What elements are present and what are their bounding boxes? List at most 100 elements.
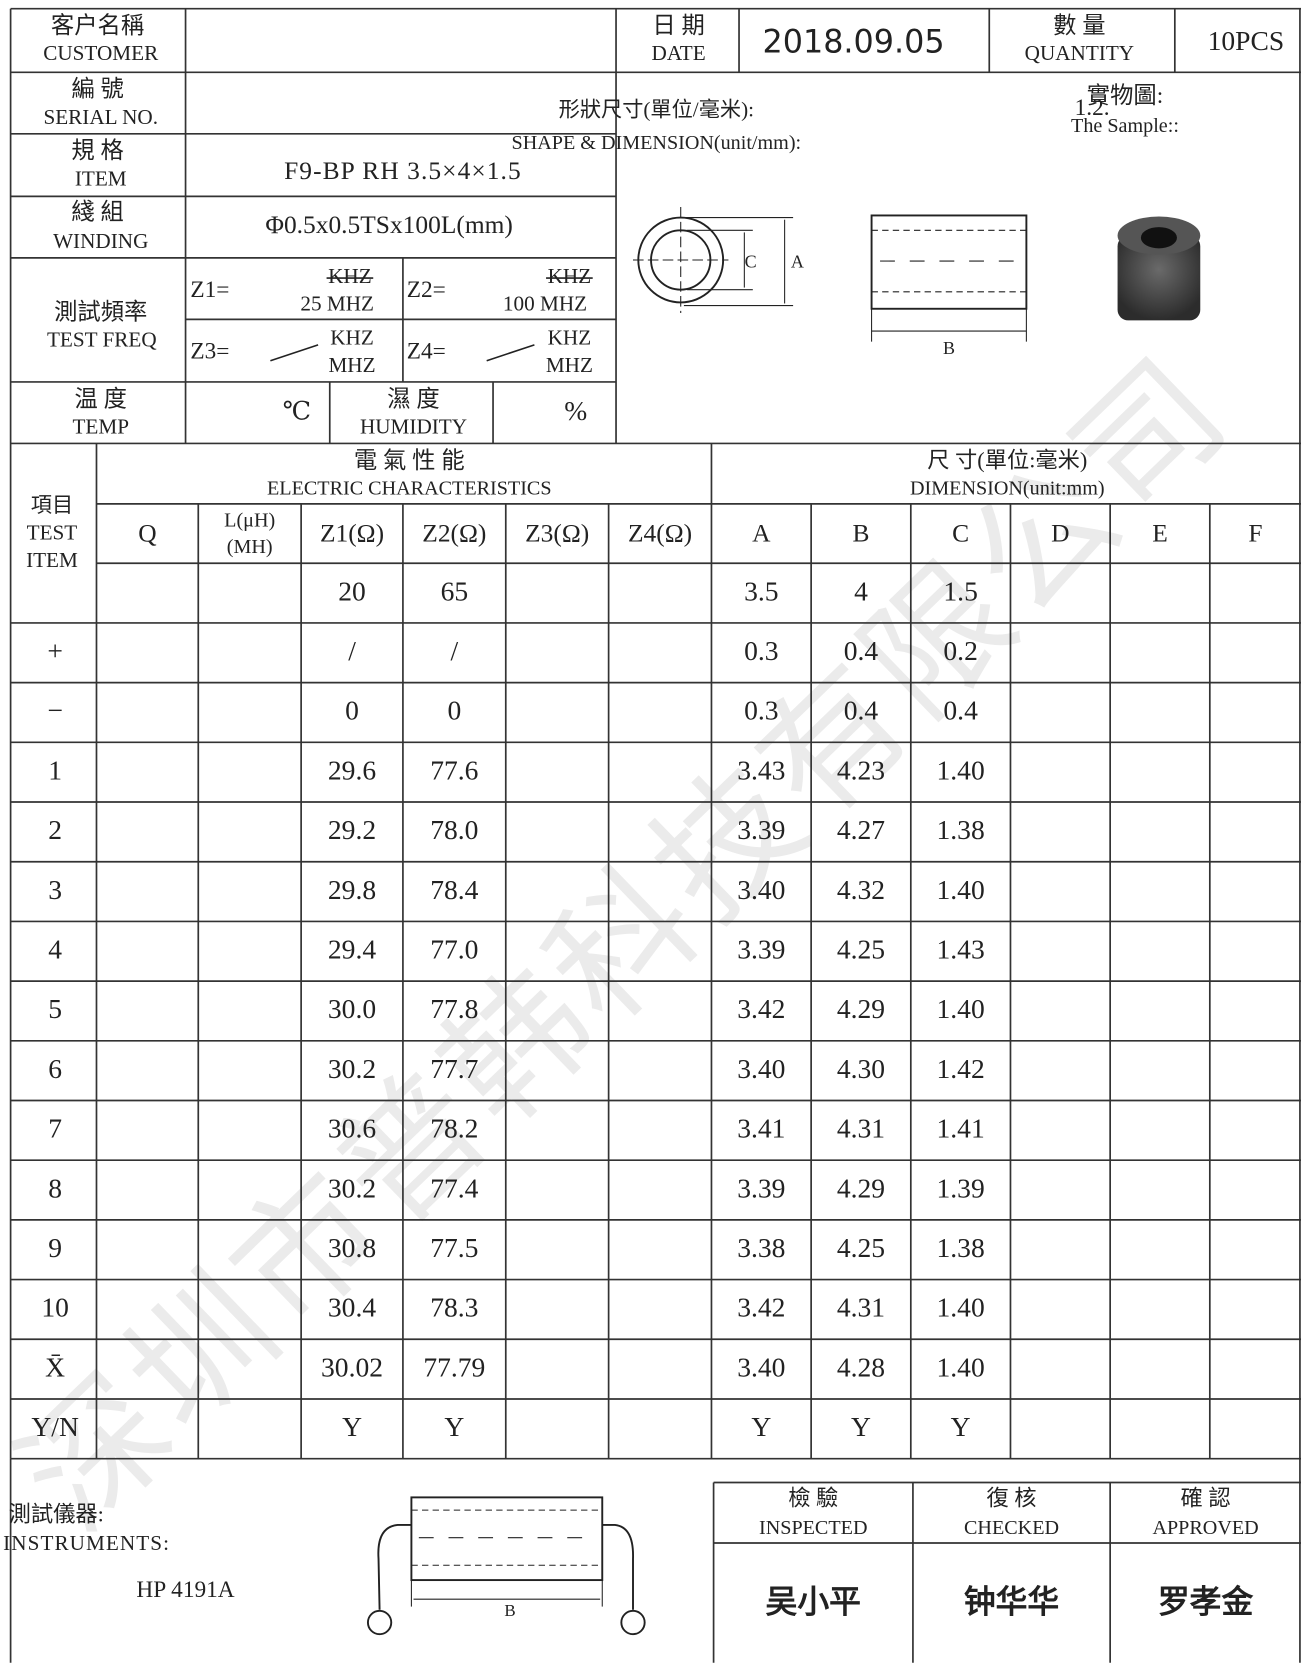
cell: 4.23 [837, 754, 885, 785]
cell: 3.38 [737, 1232, 785, 1263]
cell: 1.5 [943, 575, 977, 606]
cell: 1.39 [937, 1172, 985, 1203]
cell: 29.2 [328, 814, 376, 845]
row-label: 8 [48, 1172, 62, 1203]
cell: 29.6 [328, 754, 376, 785]
cell: 78.2 [430, 1113, 478, 1144]
cell: 30.2 [328, 1053, 376, 1084]
label: 電 氣 性 能 [354, 447, 465, 474]
cell: 1.42 [937, 1053, 985, 1084]
cell: 4.29 [837, 993, 885, 1024]
cell: 4.28 [837, 1351, 885, 1382]
label: 實物圖: [1087, 82, 1163, 109]
cell: 3.40 [737, 1351, 785, 1382]
label: B [504, 1601, 515, 1620]
label: WINDING [53, 229, 148, 253]
label: TEST [27, 520, 78, 544]
cell: 3.40 [737, 874, 785, 905]
shape-drawing [633, 206, 1028, 342]
cell: 30.6 [328, 1113, 376, 1144]
cell: 77.4 [430, 1172, 478, 1203]
label: Φ0.5x0.5TSx100L(mm) [265, 210, 513, 239]
cell: 0 [447, 695, 461, 726]
label: Z4= [407, 339, 446, 365]
cell: 77.79 [423, 1351, 485, 1382]
cell: 1.40 [937, 874, 985, 905]
signature: 吴小平 [766, 1583, 861, 1620]
cell: 3.42 [737, 1292, 785, 1323]
cell: 4.29 [837, 1172, 885, 1203]
cell: 4.31 [837, 1113, 885, 1144]
fixture-drawing [366, 1496, 646, 1636]
cell: 1.41 [937, 1113, 985, 1144]
label: The Sample:: [1071, 115, 1179, 137]
label: 濕 度 [387, 385, 439, 412]
label: APPROVED [1152, 1517, 1258, 1539]
cell: 65 [441, 575, 469, 606]
cell: 29.8 [328, 874, 376, 905]
cell: 30.02 [321, 1351, 383, 1382]
label: ELECTRIC CHARACTERISTICS [267, 478, 552, 500]
label: Z4(Ω) [628, 519, 692, 548]
label: B [943, 338, 955, 358]
label: 100 MHZ [503, 291, 587, 315]
label: SERIAL NO. [43, 105, 158, 129]
label: Q [138, 519, 156, 548]
cell: 3.39 [737, 1172, 785, 1203]
row-label: 3 [48, 874, 62, 905]
cell: 3.42 [737, 993, 785, 1024]
label: Z3(Ω) [525, 519, 589, 548]
row-label: 6 [48, 1053, 62, 1084]
label: KHZ [330, 325, 374, 349]
label: KHZ [328, 264, 372, 288]
label: ITEM [75, 166, 127, 190]
label: KHZ [548, 264, 592, 288]
row-label: 5 [48, 993, 62, 1024]
cell: Y [444, 1411, 464, 1442]
row-label: 9 [48, 1232, 62, 1263]
label: TEST INSTRUMENTS: [0, 1531, 170, 1555]
slash [270, 344, 319, 362]
cell: 3.43 [737, 754, 785, 785]
label: MHZ [328, 353, 375, 377]
label: F9-BP RH 3.5×4×1.5 [284, 156, 522, 185]
label: HP 4191A [136, 1577, 234, 1603]
cell: 1.43 [937, 933, 985, 964]
cell: 30.0 [328, 993, 376, 1024]
signature: 钟华华 [964, 1583, 1059, 1620]
label: C [745, 251, 757, 271]
cell: 77.8 [430, 993, 478, 1024]
label: L(μH) [224, 510, 275, 532]
cell: 20 [338, 575, 366, 606]
label: 25 MHZ [300, 291, 374, 315]
label: 測試儀器: [9, 1502, 104, 1527]
label: 1.2. [1075, 95, 1110, 121]
label: 2018.09.05 [763, 24, 945, 61]
label: ITEM [26, 548, 78, 572]
label: (MH) [227, 536, 273, 558]
label: QUANTITY [1025, 41, 1134, 65]
label: CHECKED [964, 1517, 1059, 1539]
cell: 0.2 [943, 635, 977, 666]
label: 復 核 [987, 1486, 1037, 1511]
cell: 3.41 [737, 1113, 785, 1144]
cell: Y [851, 1411, 871, 1442]
label: 形狀尺寸(單位/毫米): [559, 97, 754, 121]
cell: 78.3 [430, 1292, 478, 1323]
cell: 77.5 [430, 1232, 478, 1263]
cell: 0.4 [844, 695, 879, 726]
row-label: 1 [48, 754, 62, 785]
cell: 1.38 [937, 814, 985, 845]
label: C [952, 519, 969, 548]
cell: 4 [854, 575, 868, 606]
label: Z2(Ω) [422, 519, 486, 548]
label: Z1= [190, 277, 229, 303]
cell: 29.4 [328, 933, 376, 964]
cell: / [348, 635, 356, 666]
label: E [1152, 519, 1168, 548]
label: 檢 驗 [788, 1486, 838, 1511]
label: DIMENSION(unit:mm) [910, 478, 1105, 500]
cell: 4.32 [837, 874, 885, 905]
cell: 77.7 [430, 1053, 478, 1084]
label: % [564, 395, 587, 426]
